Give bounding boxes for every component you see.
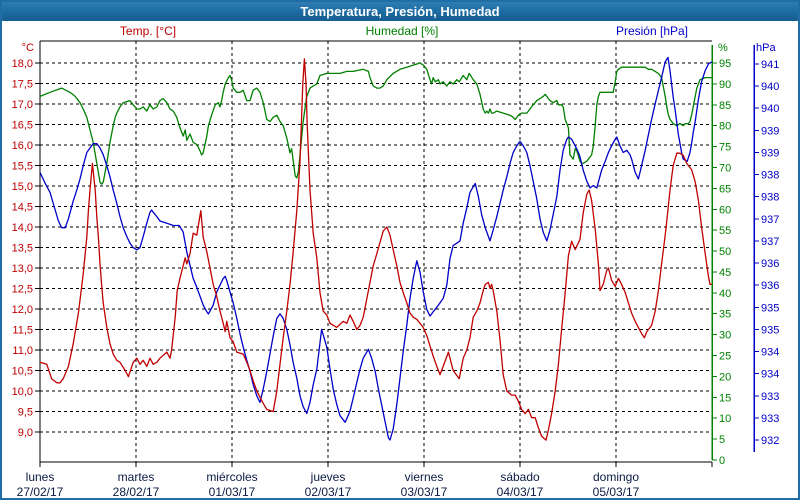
temp-tick-label: 14,5 bbox=[12, 202, 33, 214]
pressure-tick-label: 936 bbox=[761, 258, 779, 270]
temp-tick-label: 15,5 bbox=[12, 161, 33, 173]
pressure-tick-label: 933 bbox=[761, 413, 779, 425]
plot-frame bbox=[39, 40, 712, 463]
temp-tick-label: 11,0 bbox=[12, 345, 33, 357]
temp-tick-label: 17,0 bbox=[12, 99, 33, 111]
day-date-label: 28/02/17 bbox=[113, 485, 160, 499]
pressure-tick-label: 940 bbox=[761, 103, 779, 115]
pressure-axis: 941 940 940 939 939 938 938 937 937 936 936 935 935 9… bbox=[753, 45, 779, 452]
temp-tick-label: 9,5 bbox=[18, 407, 33, 419]
temp-tick-label: 14,0 bbox=[12, 222, 33, 234]
humidity-tick-label: 95 bbox=[719, 58, 731, 70]
pressure-series-line bbox=[39, 56, 713, 441]
temp-tick-label: 15,0 bbox=[12, 181, 33, 193]
temp-tick-label: 13,0 bbox=[12, 263, 33, 275]
pressure-tick-label: 940 bbox=[761, 81, 779, 93]
temp-tick-label: 12,0 bbox=[12, 304, 33, 316]
temp-tick-label: 11,5 bbox=[12, 325, 33, 337]
pressure-tick-label: 937 bbox=[761, 214, 779, 226]
pressure-tick-label: 941 bbox=[761, 59, 779, 71]
humidity-tick-label: 70 bbox=[719, 162, 731, 174]
humidity-tick-label: 15 bbox=[719, 392, 731, 404]
day-date-label: 04/03/17 bbox=[497, 485, 544, 499]
temp-tick-label: 13,5 bbox=[12, 243, 33, 255]
humidity-tick-label: 40 bbox=[719, 288, 731, 300]
temp-tick-label: 17,5 bbox=[12, 79, 33, 91]
humidity-tick-label: 5 bbox=[719, 434, 725, 446]
humidity-tick-label: 50 bbox=[719, 246, 731, 258]
day-date-label: 27/02/17 bbox=[17, 485, 64, 499]
temp-series-line bbox=[39, 58, 712, 441]
window-title: Temperatura, Presión, Humedad bbox=[300, 4, 500, 19]
day-name-label: miércoles bbox=[206, 470, 257, 484]
window-titlebar: Temperatura, Presión, Humedad bbox=[2, 2, 798, 21]
humidity-tick-label: 55 bbox=[719, 225, 731, 237]
humidity-tick-label: 10 bbox=[719, 413, 731, 425]
legend-humidity-label: Humedad [%] bbox=[365, 24, 439, 38]
pressure-tick-label: 935 bbox=[761, 324, 779, 336]
humidity-tick-label: 60 bbox=[719, 204, 731, 216]
day-date-label: 05/03/17 bbox=[593, 485, 640, 499]
pressure-tick-label: 938 bbox=[761, 170, 779, 182]
legend-pressure-label: Presión [hPa] bbox=[615, 24, 689, 38]
temp-tick-label: 9,0 bbox=[18, 427, 33, 439]
humidity-tick-label: 45 bbox=[719, 267, 731, 279]
pressure-tick-label: 934 bbox=[761, 369, 779, 381]
day-name-label: lunes bbox=[26, 470, 55, 484]
pressure-tick-label: 939 bbox=[761, 147, 779, 159]
legend-temp-label: Temp. [°C] bbox=[119, 24, 177, 38]
pressure-tick-label: 932 bbox=[761, 435, 779, 447]
day-date-label: 02/03/17 bbox=[305, 485, 352, 499]
pressure-tick-label: 937 bbox=[761, 236, 779, 248]
pressure-tick-label: 935 bbox=[761, 302, 779, 314]
day-name-label: domingo bbox=[593, 470, 639, 484]
pressure-tick-label: 938 bbox=[761, 192, 779, 204]
humidity-tick-label: 25 bbox=[719, 351, 731, 363]
temp-tick-label: 12,5 bbox=[12, 284, 33, 296]
pressure-tick-label: 939 bbox=[761, 125, 779, 137]
temp-tick-label: 10,5 bbox=[12, 366, 33, 378]
humidity-tick-label: 75 bbox=[719, 142, 731, 154]
day-name-label: sábado bbox=[500, 470, 540, 484]
temp-tick-label: 16,0 bbox=[12, 140, 33, 152]
humidity-tick-label: 0 bbox=[719, 455, 725, 467]
day-name-label: martes bbox=[118, 470, 155, 484]
pressure-tick-label: 936 bbox=[761, 280, 779, 292]
humidity-tick-label: 20 bbox=[719, 371, 731, 383]
temp-tick-label: 16,5 bbox=[12, 120, 33, 132]
temp-tick-label: 10,0 bbox=[12, 386, 33, 398]
pressure-axis-unit: hPa bbox=[756, 42, 776, 54]
humidity-tick-label: 65 bbox=[719, 183, 731, 195]
pressure-tick-label: 934 bbox=[761, 347, 779, 359]
day-date-label: 01/03/17 bbox=[209, 485, 256, 499]
humidity-tick-label: 80 bbox=[719, 121, 731, 133]
temp-tick-label: 18,0 bbox=[12, 58, 33, 70]
day-name-label: jueves bbox=[310, 470, 346, 484]
humidity-axis-unit: % bbox=[718, 42, 728, 54]
day-date-label: 03/03/17 bbox=[401, 485, 448, 499]
pressure-tick-label: 933 bbox=[761, 391, 779, 403]
temp-axis-unit: °C bbox=[21, 42, 34, 54]
humidity-tick-label: 90 bbox=[719, 79, 731, 91]
humidity-tick-label: 85 bbox=[719, 100, 731, 112]
day-name-label: viernes bbox=[405, 470, 444, 484]
humidity-tick-label: 35 bbox=[719, 309, 731, 321]
temp-axis: 18,0 17,5 17,0 16,5 16,0 15,5 15,0 14,5 14,0 13,5… bbox=[12, 58, 40, 439]
humidity-series-line bbox=[39, 62, 712, 185]
humidity-tick-label: 30 bbox=[719, 330, 731, 342]
gridlines bbox=[40, 41, 712, 462]
